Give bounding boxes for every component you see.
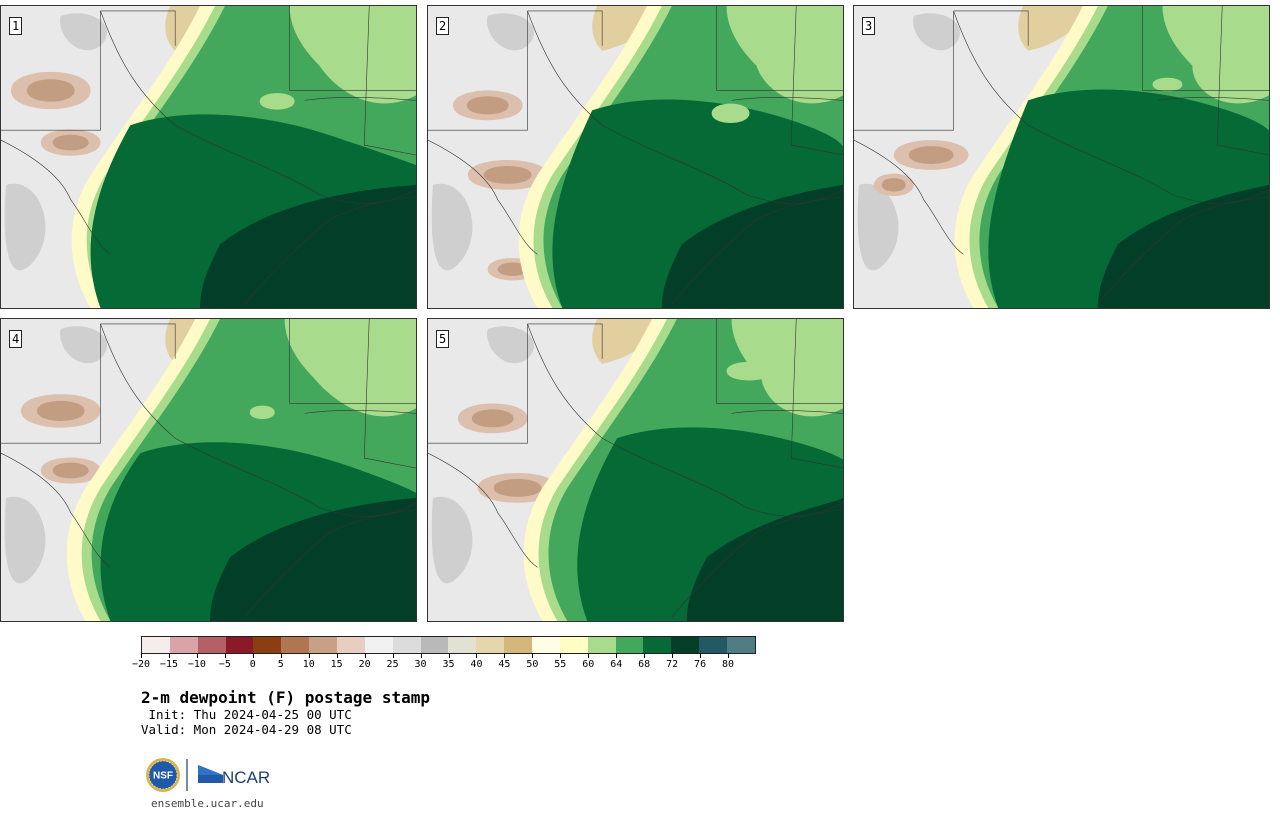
- colorbar-segment: [532, 637, 560, 653]
- ncar-logo-text: NCAR: [222, 768, 270, 787]
- colorbar-tick-label: 10: [302, 659, 315, 670]
- colorbar-tick-label: 60: [582, 659, 595, 670]
- colorbar-tick-label: −15: [159, 659, 178, 670]
- colorbar-segment: [253, 637, 282, 653]
- colorbar-segment: [337, 637, 365, 653]
- colorbar-tick-label: 5: [277, 659, 284, 670]
- init-time: Init: Thu 2024-04-25 00 UTC: [141, 707, 352, 722]
- panel-number-label: 1: [9, 17, 23, 35]
- panel-number-label: 4: [9, 330, 23, 348]
- colorbar-segment: [559, 637, 588, 653]
- colorbar-tick-label: −20: [131, 659, 151, 670]
- colorbar-segment: [197, 637, 226, 653]
- nsf-logo-icon: NSF: [146, 758, 180, 792]
- colorbar-ticks: −20 −15 −10 −5 0 5 10 15 20 25 30 35 40 45 50 55 60 64 68 7…: [132, 653, 756, 673]
- dewpoint-map-3: [854, 6, 1269, 308]
- map-panel-3: 3: [853, 5, 1270, 309]
- colorbar-tick-label: 76: [694, 659, 707, 670]
- colorbar-segment: [392, 637, 421, 653]
- figure-title: 2-m dewpoint (F) postage stamp: [141, 688, 430, 707]
- colorbar-segment: [727, 637, 755, 653]
- source-url: ensemble.ucar.edu: [151, 797, 264, 810]
- colorbar-tick: [280, 653, 282, 658]
- colorbar-segment: [448, 637, 477, 653]
- colorbar-tick: [616, 653, 618, 658]
- colorbar-tick-label: 0: [249, 659, 256, 670]
- map-panel-5: 5: [427, 318, 844, 622]
- colorbar-tick-label: 80: [722, 659, 735, 670]
- colorbar-segment: [504, 637, 533, 653]
- colorbar-tick: [560, 653, 562, 658]
- colorbar-tick-label: 15: [330, 659, 343, 670]
- dewpoint-map-4: [1, 319, 416, 621]
- colorbar-segment: [643, 637, 672, 653]
- dewpoint-map-1: [1, 6, 416, 308]
- colorbar-tick-label: 45: [498, 659, 511, 670]
- colorbar-tick-label: 55: [554, 659, 567, 670]
- colorbar-tick-label: −5: [218, 659, 231, 670]
- colorbar-tick-label: 25: [386, 659, 399, 670]
- colorbar-segment: [587, 637, 616, 653]
- colorbar-tick: [364, 653, 366, 658]
- colorbar-tick: [700, 653, 702, 658]
- colorbar-tick: [252, 653, 254, 658]
- map-panel-4: 4: [0, 318, 417, 622]
- colorbar-tick: [420, 653, 422, 658]
- colorbar-tick-label: 40: [470, 659, 483, 670]
- colorbar-tick-label: 20: [358, 659, 371, 670]
- colorbar-tick: [448, 653, 450, 658]
- colorbar-segment: [699, 637, 728, 653]
- colorbar-tick: [504, 653, 506, 658]
- colorbar-tick: [196, 653, 198, 658]
- ncar-logo-icon: NCAR: [198, 765, 270, 787]
- colorbar-segment: [142, 637, 170, 653]
- colorbar-segment: [420, 637, 449, 653]
- panel-number-label: 2: [436, 17, 450, 35]
- dewpoint-map-2: [428, 6, 843, 308]
- colorbar-tick: [728, 653, 730, 658]
- colorbar-segment: [671, 637, 700, 653]
- colorbar-tick-label: 72: [666, 659, 679, 670]
- logos: NSF NCAR: [145, 756, 275, 794]
- colorbar-tick: [224, 653, 226, 658]
- colorbar-tick-label: 50: [526, 659, 539, 670]
- dewpoint-map-5: [428, 319, 843, 621]
- colorbar-tick-label: 35: [442, 659, 455, 670]
- map-panel-1: 1: [0, 5, 417, 309]
- colorbar-tick: [588, 653, 590, 658]
- colorbar-tick: [476, 653, 478, 658]
- colorbar-segment: [364, 637, 393, 653]
- colorbar-tick-label: 30: [414, 659, 427, 670]
- colorbar-segment: [169, 637, 198, 653]
- colorbar-tick: [168, 653, 170, 658]
- colorbar-tick: [336, 653, 338, 658]
- colorbar-tick: [644, 653, 646, 658]
- colorbar-tick: [392, 653, 394, 658]
- colorbar-segment: [281, 637, 310, 653]
- valid-time: Valid: Mon 2024-04-29 08 UTC: [141, 722, 352, 737]
- dewpoint-colorbar: [141, 636, 756, 654]
- colorbar-tick: [308, 653, 310, 658]
- colorbar-segment: [225, 637, 254, 653]
- colorbar-tick-label: −10: [187, 659, 206, 670]
- map-panel-2: 2: [427, 5, 844, 309]
- colorbar-tick-label: 68: [638, 659, 651, 670]
- nsf-logo-text: NSF: [153, 771, 173, 782]
- colorbar-tick: [532, 653, 534, 658]
- colorbar-segment: [615, 637, 644, 653]
- panel-number-label: 5: [436, 330, 450, 348]
- colorbar-segment: [476, 637, 505, 653]
- panel-number-label: 3: [862, 17, 876, 35]
- colorbar-tick: [141, 653, 142, 658]
- colorbar-tick: [672, 653, 674, 658]
- colorbar-tick-label: 64: [610, 659, 623, 670]
- colorbar-segment: [309, 637, 338, 653]
